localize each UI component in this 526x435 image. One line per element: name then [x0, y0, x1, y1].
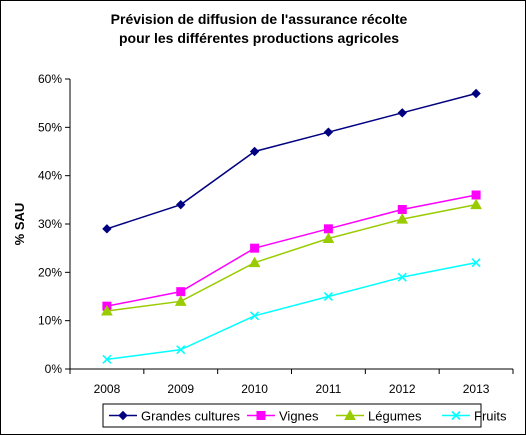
- data-point-grandes-cultures: [397, 108, 407, 118]
- data-point-grandes-cultures: [176, 199, 186, 210]
- legend-entry-grandes-cultures: Grandes cultures: [141, 409, 240, 424]
- data-point-l-gumes: [248, 256, 261, 268]
- data-point-l-gumes: [396, 213, 409, 224]
- y-tick-label: 10%: [38, 314, 62, 328]
- plot-area: 0% 10% 20% 30% 40% 50% 60% 2008 2009 2010 2011 2012…: [38, 72, 514, 396]
- series-line-l-gumes: [106, 203, 477, 312]
- series-line-vignes: [106, 194, 477, 307]
- y-tick-label: 60%: [38, 72, 62, 86]
- data-point-l-gumes: [322, 232, 335, 243]
- legend-marker-l-gumes: [344, 409, 356, 420]
- data-point-l-gumes: [470, 198, 482, 210]
- legend-marker-fruits: [451, 410, 461, 421]
- legend-box: [102, 403, 482, 428]
- data-point-vignes: [250, 243, 260, 253]
- series-line-grandes-cultures: [106, 92, 477, 230]
- legend-entry-fruits: Fruits: [474, 409, 507, 424]
- y-tick-label: 0%: [45, 362, 63, 376]
- y-axis-label: % SAU: [12, 203, 27, 246]
- data-point-grandes-cultures: [249, 146, 260, 157]
- data-point-fruits: [471, 258, 481, 268]
- x-tick-label: 2012: [389, 382, 416, 396]
- y-tick-label: 50%: [38, 120, 62, 134]
- x-tick-label: 2008: [94, 382, 121, 396]
- legend-marker-vignes: [256, 411, 266, 420]
- data-point-grandes-cultures: [323, 127, 334, 137]
- legend-entry-l-gumes: Légumes: [368, 409, 422, 424]
- legend-entry-vignes: Vignes: [279, 409, 319, 424]
- data-point-fruits: [176, 345, 186, 355]
- legend-marker-grandes-cultures: [118, 410, 128, 421]
- x-tick-label: 2011: [316, 382, 342, 396]
- data-point-vignes: [176, 287, 186, 297]
- y-tick-label: 30%: [38, 217, 62, 231]
- series-line-fruits: [106, 261, 477, 361]
- y-tick-label: 20%: [38, 265, 62, 279]
- data-point-vignes: [471, 190, 481, 200]
- data-point-l-gumes: [101, 304, 113, 316]
- data-point-grandes-cultures: [471, 88, 481, 99]
- legend: Grandes cultures Vignes Légumes Fruits: [102, 403, 507, 428]
- data-point-vignes: [323, 224, 333, 234]
- data-point-fruits: [397, 272, 407, 282]
- chart-title-line-1: Prévision de diffusion de l'assurance ré…: [111, 11, 408, 27]
- data-point-l-gumes: [174, 295, 187, 306]
- chart-title-line-2: pour les différentes productions agricol…: [119, 30, 399, 46]
- data-point-fruits: [250, 311, 260, 321]
- data-point-vignes: [397, 205, 407, 214]
- y-tick-label: 40%: [38, 169, 62, 183]
- x-tick-label: 2009: [167, 382, 194, 396]
- x-tick-label: 2013: [463, 382, 490, 396]
- data-point-grandes-cultures: [102, 224, 112, 234]
- x-tick-label: 2010: [241, 382, 268, 396]
- data-point-fruits: [323, 291, 333, 302]
- data-point-fruits: [102, 354, 112, 364]
